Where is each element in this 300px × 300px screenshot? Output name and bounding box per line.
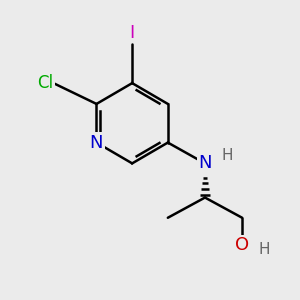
Text: H: H <box>221 148 233 164</box>
Text: O: O <box>235 236 249 254</box>
Text: N: N <box>90 134 103 152</box>
Text: H: H <box>259 242 270 257</box>
Text: N: N <box>198 154 212 172</box>
Text: Cl: Cl <box>37 74 53 92</box>
Text: I: I <box>130 23 135 41</box>
